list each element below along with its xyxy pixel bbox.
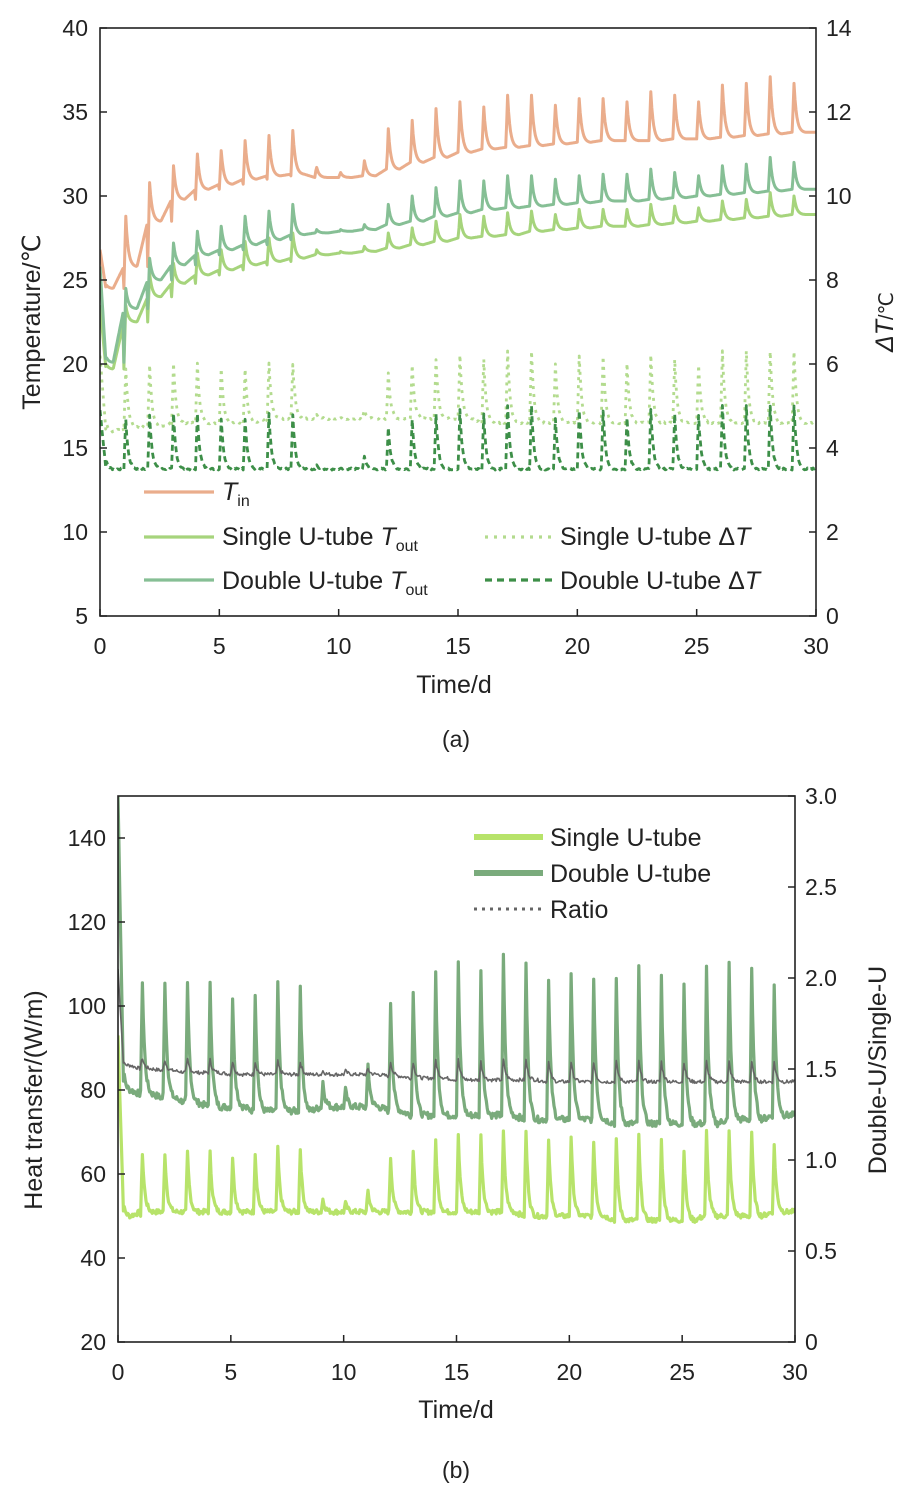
y-tick-label: 120	[68, 909, 106, 935]
legend-double-dt-text: Double U-tube Δ	[560, 567, 745, 595]
x-tick-label: 25	[684, 633, 710, 659]
y2-tick-label: 1.5	[805, 1056, 837, 1082]
x-tick-label: 15	[444, 1359, 470, 1385]
series-a-single-u-tube-t	[100, 349, 816, 434]
series-a-double-u-tube-t-out	[100, 155, 816, 364]
panel-a-series	[100, 75, 816, 472]
legend-single-dt-text: Single U-tube Δ	[560, 523, 735, 551]
y2-tick-label: 0	[805, 1329, 818, 1355]
y2-tick-label: 2	[826, 519, 839, 545]
legend-single-dt-symbol: T	[735, 523, 752, 551]
legend-tin-subscript: in	[237, 493, 249, 510]
legend-tin-label: Tin	[222, 478, 250, 510]
panel-b: 0 5 10 15 20 25 30 20 40 60 80 100 120 140 0 0.5 1.0 1.5 2…	[20, 783, 892, 1483]
x-tick-label: 20	[557, 1359, 583, 1385]
x-tick-label: 15	[445, 633, 471, 659]
y2-tick-label: 12	[826, 99, 852, 125]
y2-tick-label: 3.0	[805, 783, 837, 809]
y-tick-label: 30	[62, 183, 88, 209]
panel-b-legend: Single U-tube Double U-tube Ratio	[474, 824, 711, 924]
legend-single-tout-text: Single U-tube	[222, 523, 380, 551]
series-b-ratio	[118, 968, 795, 1085]
panel-b-caption: (b)	[442, 1457, 470, 1483]
y-tick-label: 40	[80, 1245, 106, 1271]
y2-tick-label: 2.5	[805, 874, 837, 900]
legend-double-dt-symbol: T	[745, 567, 762, 595]
legend-single-dt-label: Single U-tube ΔT	[560, 523, 752, 551]
series-b-double-u-tube	[118, 796, 795, 1129]
panel-a-y2-axis-title: ΔT/℃	[871, 292, 899, 353]
x-tick-label: 0	[112, 1359, 125, 1385]
series-a-double-u-tube-t	[100, 404, 816, 472]
y-tick-label: 80	[80, 1077, 106, 1103]
y2-tick-label: 4	[826, 435, 839, 461]
y-tick-label: 140	[68, 825, 106, 851]
y-tick-label: 15	[62, 435, 88, 461]
series-a-single-u-tube-t-out	[100, 191, 816, 371]
panel-a-y-axis-title: Temperature/℃	[18, 234, 46, 409]
y-tick-label: 60	[80, 1161, 106, 1187]
panel-b-ticks: 0 5 10 15 20 25 30 20 40 60 80 100 120 140 0 0.5 1.0 1.5 2…	[68, 783, 837, 1385]
legend-tin-symbol: T	[222, 478, 239, 506]
panel-b-series	[118, 796, 795, 1224]
y2-title-unit: /℃	[876, 292, 898, 320]
y-tick-label: 40	[62, 15, 88, 41]
y2-tick-label: 8	[826, 267, 839, 293]
panel-b-y-axis-title: Heat transfer/(W/m)	[20, 990, 48, 1209]
y2-tick-label: 2.0	[805, 965, 837, 991]
y-tick-label: 100	[68, 993, 106, 1019]
legend-b-single-label: Single U-tube	[550, 824, 701, 852]
x-tick-label: 20	[565, 633, 591, 659]
y-tick-label: 5	[75, 603, 88, 629]
panel-a-x-axis-title: Time/d	[416, 671, 491, 699]
x-tick-label: 25	[669, 1359, 695, 1385]
legend-double-tout-subscript: out	[405, 582, 428, 599]
x-tick-label: 30	[782, 1359, 808, 1385]
x-tick-label: 10	[326, 633, 352, 659]
y2-tick-label: 1.0	[805, 1147, 837, 1173]
panel-b-y2-axis-title: Double-U/Single-U	[864, 966, 892, 1174]
legend-double-tout-label: Double U-tube Tout	[222, 567, 428, 599]
panel-a-caption: (a)	[442, 726, 470, 752]
y-tick-label: 10	[62, 519, 88, 545]
legend-single-tout-label: Single U-tube Tout	[222, 523, 419, 555]
x-tick-label: 0	[94, 633, 107, 659]
panel-a-legend: Tin Single U-tube Tout Double U-tube Tou…	[144, 478, 762, 599]
y-tick-label: 20	[62, 351, 88, 377]
y2-tick-label: 0.5	[805, 1238, 837, 1264]
x-tick-label: 10	[331, 1359, 357, 1385]
y2-tick-label: 0	[826, 603, 839, 629]
legend-double-dt-label: Double U-tube ΔT	[560, 567, 762, 595]
x-tick-label: 5	[224, 1359, 237, 1385]
legend-single-tout-subscript: out	[396, 538, 419, 555]
y2-title-symbol: ΔT	[871, 318, 899, 353]
y-tick-label: 20	[80, 1329, 106, 1355]
legend-b-ratio-label: Ratio	[550, 896, 608, 924]
legend-double-tout-text: Double U-tube	[222, 567, 390, 595]
x-tick-label: 5	[213, 633, 226, 659]
legend-b-double-label: Double U-tube	[550, 860, 711, 888]
y2-tick-label: 6	[826, 351, 839, 377]
legend-double-tout-symbol: T	[390, 567, 407, 595]
legend-single-tout-symbol: T	[380, 523, 397, 551]
y2-tick-label: 10	[826, 183, 852, 209]
panel-b-x-axis-title: Time/d	[418, 1396, 493, 1424]
series-b-single-u-tube	[118, 1035, 795, 1224]
y2-tick-label: 14	[826, 15, 852, 41]
y-tick-label: 25	[62, 267, 88, 293]
y-tick-label: 35	[62, 99, 88, 125]
series-a-t-in	[100, 75, 816, 290]
x-tick-label: 30	[803, 633, 829, 659]
